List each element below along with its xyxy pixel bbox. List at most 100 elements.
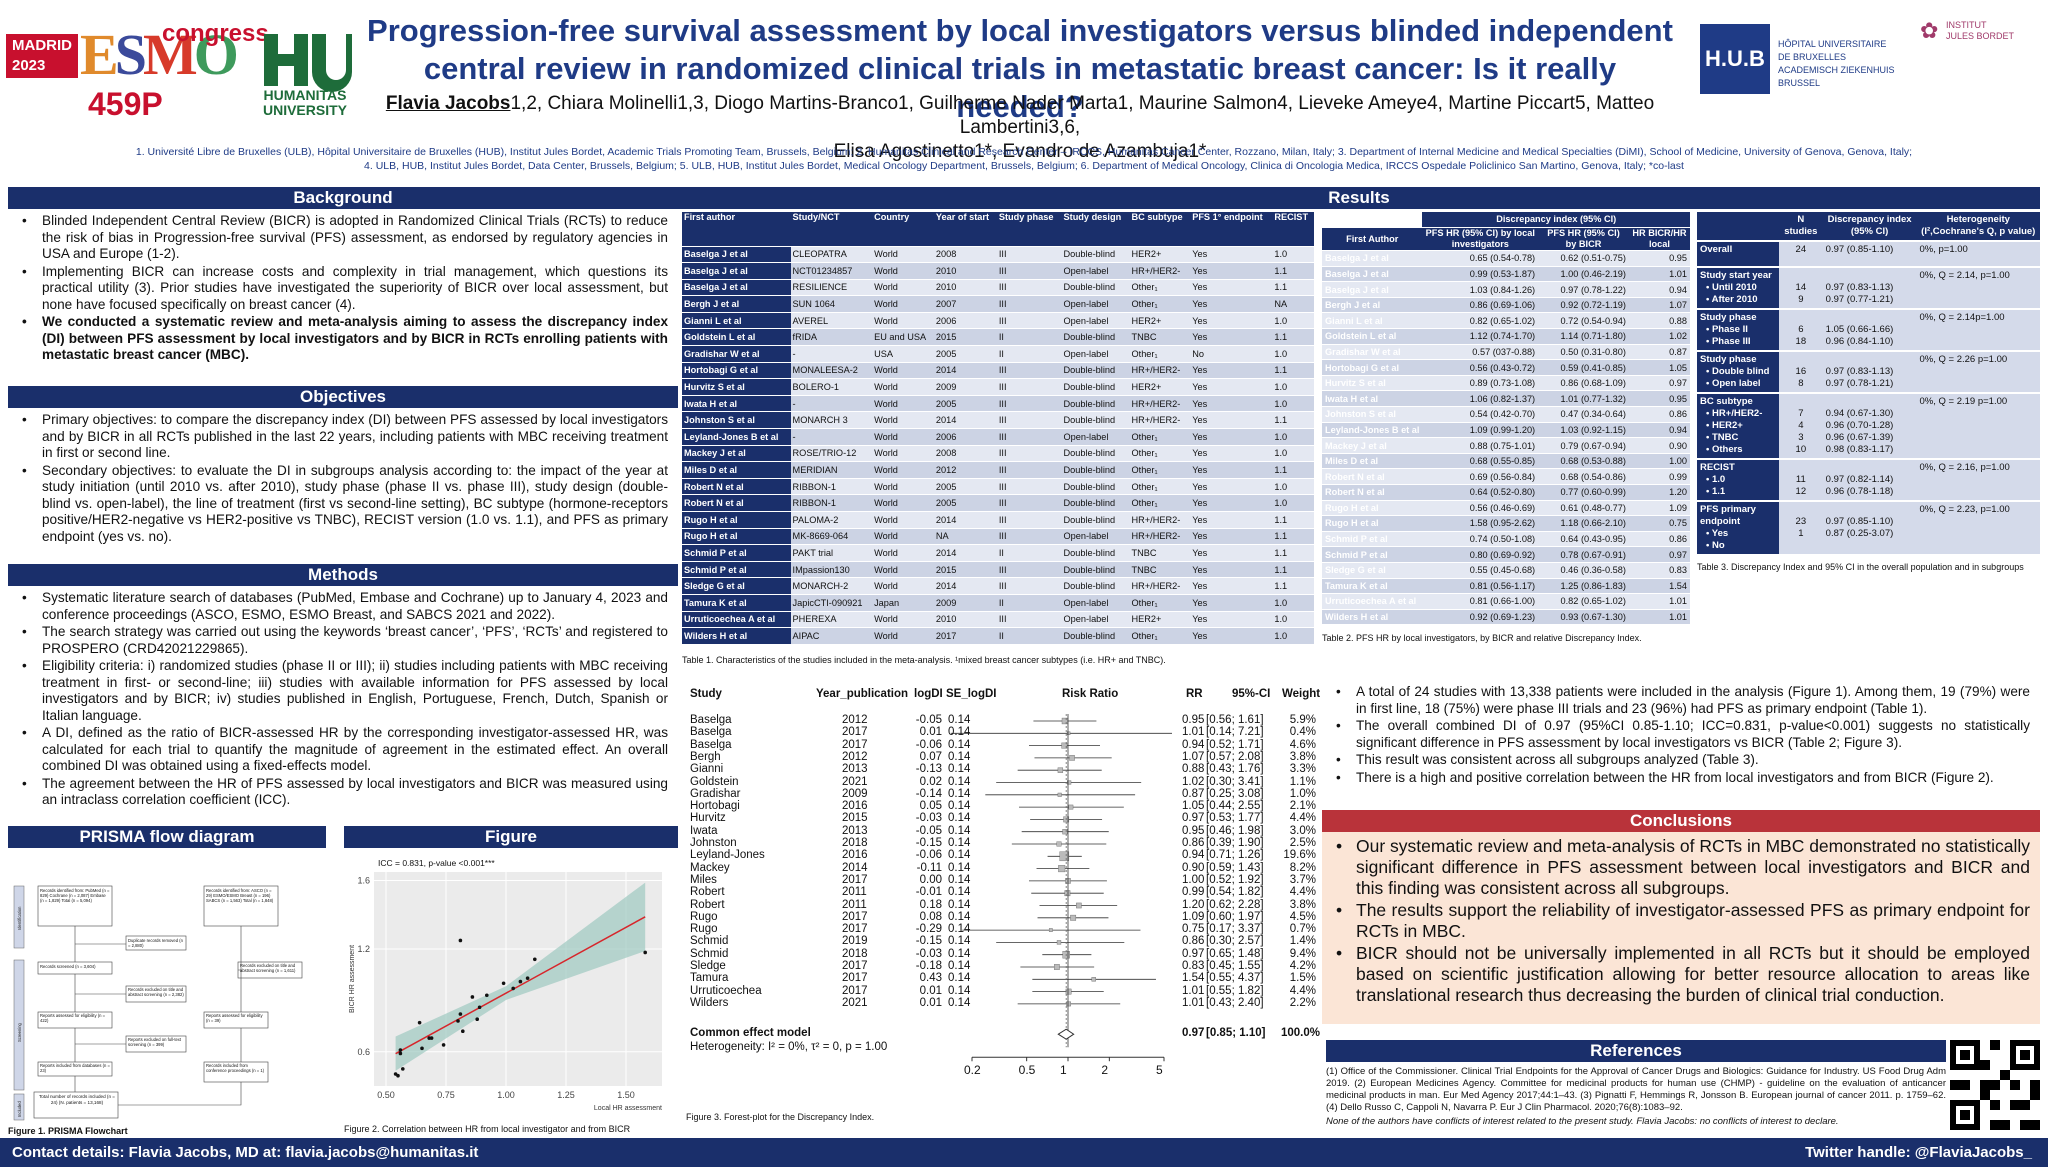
table-cell: HR+/HER2-: [1129, 395, 1191, 413]
forest-year: 2017: [842, 726, 868, 739]
table-cell: Tamura K et al: [1322, 578, 1423, 595]
table-cell: Double-blind: [1061, 445, 1130, 463]
y-tick-label: 1.2: [357, 944, 370, 954]
forest-se: 0.14: [948, 800, 971, 813]
table-cell: III: [996, 478, 1062, 496]
x-tick-label: 1.25: [557, 1090, 575, 1100]
table-row: Wilders H et al 0.92 (0.69-1.23) 0.93 (0.6…: [1322, 609, 1690, 626]
table-cell: 0.69 (0.56-0.84): [1422, 468, 1539, 485]
table-cell: 2005: [933, 478, 997, 496]
table-row: Miles D et al 0.68 (0.55-0.85) 0.68 (0.53-…: [1322, 453, 1690, 470]
table-cell: HR+/HER2-: [1129, 511, 1191, 529]
forest-plot-panel: Study Year_publication logDI SE_logDI Risk R…: [686, 684, 1322, 1134]
table-cell: Wilders H et al: [1322, 609, 1423, 626]
table-cell: III: [996, 295, 1062, 313]
table-cell: TNBC: [1129, 561, 1191, 579]
table-cell: III: [996, 246, 1062, 264]
forest-year: 2021: [842, 775, 868, 788]
forest-study: Sledge: [690, 960, 726, 972]
table-row: Mackey J et al 0.88 (0.75-1.01) 0.79 (0.67…: [1322, 437, 1690, 454]
table-cell: MK-8669-064: [790, 528, 873, 546]
table-cell: Robert N et al: [682, 478, 791, 496]
forest-rr: 1.05: [1182, 800, 1205, 813]
forest-study: Rugo: [690, 910, 718, 923]
forest-study: Urruticoechea: [690, 984, 762, 997]
subgroup-table: N studies Discrepancy index (95% CI) Heter…: [1697, 212, 2040, 556]
table-cell: World: [872, 577, 934, 595]
table-row: Schmid P et al PAKT trial World 2014 II Doubl…: [682, 544, 1314, 562]
forest-plot-svg: [950, 714, 1172, 1062]
forest-study: Robert: [690, 886, 725, 899]
forest-logdi: 0.08: [919, 910, 942, 923]
table-cell: World: [872, 461, 934, 479]
table-cell: 0.64 (0.43-0.95): [1538, 531, 1629, 548]
table-cell: 2010: [933, 611, 997, 629]
table-cell: Yes: [1190, 461, 1273, 479]
conclusions-heading: Conclusions: [1322, 810, 2040, 832]
table-cell: Hurvitz S et al: [1322, 375, 1423, 392]
data-point: [458, 1012, 463, 1016]
table-cell: Open-label: [1061, 312, 1130, 330]
table-cell: 1.07: [1628, 297, 1690, 314]
table-cell: 1.20: [1628, 484, 1690, 501]
table-cell: World: [872, 295, 934, 313]
table2-header: HR BICR/HR local: [1628, 227, 1690, 252]
table-cell: 1.01: [1628, 593, 1690, 610]
table-cell: 0.68 (0.55-0.85): [1422, 453, 1539, 470]
forest-point: [1091, 977, 1096, 982]
table-cell: Robert N et al: [682, 494, 791, 512]
table-cell: Urruticoechea A et al: [1322, 593, 1423, 610]
forest-weight: 0.4%: [1289, 726, 1316, 739]
table-cell: Double-blind: [1061, 544, 1130, 562]
forest-weight: 4.5%: [1289, 910, 1316, 923]
table-cell: ROSE/TRIO-12: [790, 445, 873, 463]
forest-point: [1070, 914, 1077, 921]
table-cell: 0.47 (0.34-0.64): [1538, 406, 1629, 423]
forest-logdi: -0.15: [915, 837, 942, 849]
table-cell: JapicCTI-090921: [790, 594, 873, 612]
table-cell: Other₁: [1129, 279, 1191, 297]
table-row: Study start year • Until 2010 • After 2010…: [1697, 267, 2040, 310]
table-row: Johnston S et al 0.54 (0.42-0.70) 0.47 (0.…: [1322, 406, 1690, 423]
table-row: Schmid P et al IMpassion130 World 2015 III Do…: [682, 561, 1314, 579]
forest-point: [1058, 865, 1066, 873]
prisma-box: Records identified from: ASCO (n = 29) E…: [206, 888, 274, 903]
table-cell: 0.97: [1628, 375, 1690, 392]
figure-caption: Figure 2. Correlation between HR from lo…: [344, 1124, 631, 1134]
table-cell: 0.68 (0.54-0.86): [1538, 468, 1629, 485]
table-row: Schmid P et al 0.74 (0.50-1.08) 0.64 (0.43…: [1322, 531, 1690, 548]
table-cell: 0.56 (0.46-0.69): [1422, 500, 1539, 517]
results-section: Results: [678, 187, 2040, 209]
table-row: Baselga J et al 0.65 (0.54-0.78) 0.62 (0.5…: [1322, 250, 1690, 267]
esmo-year: 2023: [12, 57, 46, 74]
forest-ci: [0.55; 4.37]: [1206, 972, 1264, 985]
qr-code-icon[interactable]: [1950, 1040, 2040, 1130]
conclusion-item: BICR should not be universally implement…: [1332, 943, 2030, 1006]
forest-study: Hurvitz: [690, 812, 726, 825]
forest-weight: 2.1%: [1289, 800, 1316, 813]
forest-se: 0.14: [948, 972, 971, 985]
table-cell: 1.0: [1272, 428, 1314, 446]
conclusions-section: Conclusions Our systematic review and me…: [1322, 810, 2040, 1024]
forest-tick-label: 1: [1060, 1063, 1067, 1078]
table-cell: Yes: [1190, 295, 1273, 313]
forest-ci: [0.57; 2.08]: [1206, 750, 1264, 763]
forest-point: [1048, 928, 1053, 932]
table-cell: 1.1: [1272, 561, 1314, 579]
forest-study: Schmid: [690, 947, 729, 960]
table-cell: Double-blind: [1061, 395, 1130, 413]
affiliations-line-1: 1. Université Libre de Bruxelles (ULB), …: [135, 146, 1913, 158]
table-cell: -: [790, 395, 873, 413]
forest-se: 0.14: [948, 935, 971, 948]
table-row: Rugo H et al 1.58 (0.95-2.62) 1.18 (0.66-2…: [1322, 515, 1690, 532]
forest-year: 2017: [842, 738, 868, 751]
table-row: Robert N et al 0.64 (0.52-0.80) 0.77 (0.60…: [1322, 484, 1690, 501]
conclusions-list: Our systematic review and meta-analysis …: [1322, 832, 2040, 1006]
table-cell: 1.0: [1272, 445, 1314, 463]
table-cell: Yes: [1190, 445, 1273, 463]
table-cell: World: [872, 312, 934, 330]
forest-logdi: -0.15: [915, 935, 942, 948]
table-cell: World: [872, 544, 934, 562]
table-cell: III: [996, 528, 1062, 546]
forest-year: 2017: [842, 910, 868, 923]
